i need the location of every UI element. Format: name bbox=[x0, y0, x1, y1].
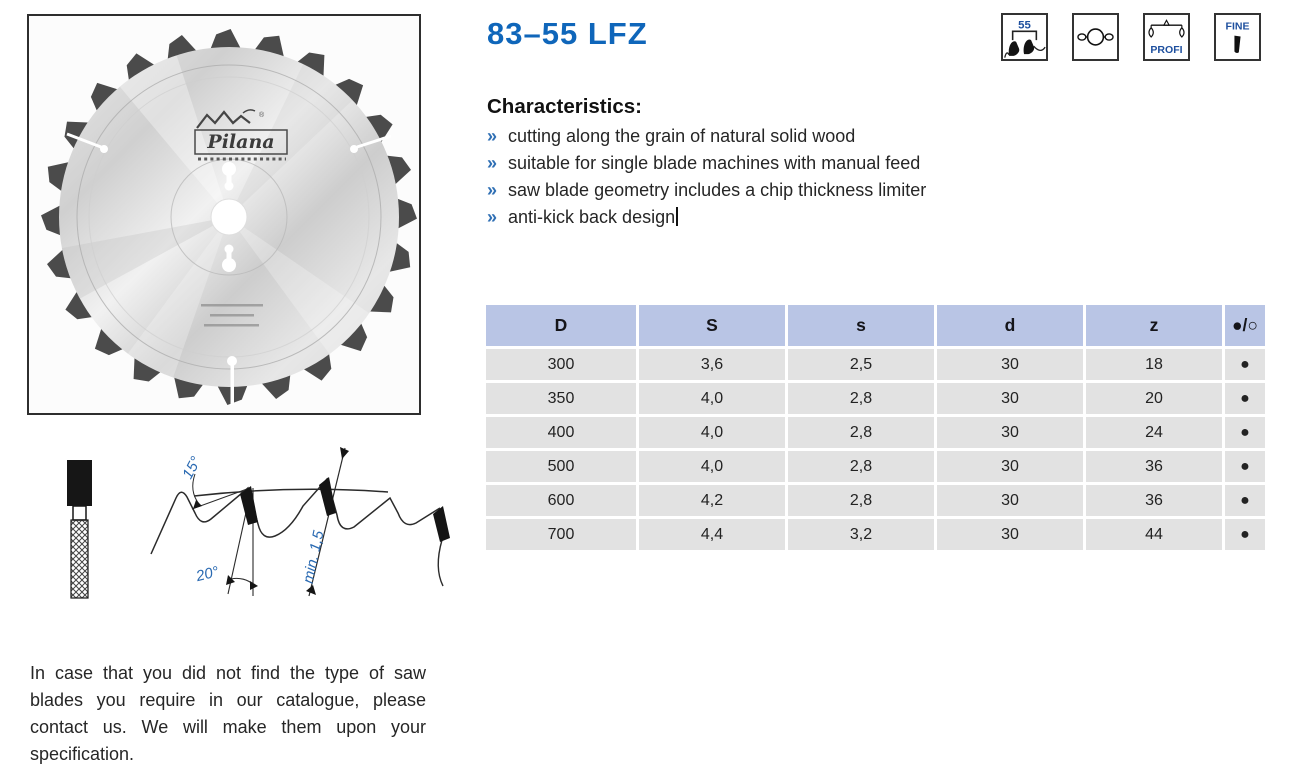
bullet-marker: » bbox=[487, 126, 498, 146]
characteristic-text: anti-kick back design bbox=[508, 207, 676, 227]
specs-table: D S s d z ●/○ 300 3,6 2,5 30 18 ● 350 4,… bbox=[483, 302, 1268, 553]
characteristics-list: » cutting along the grain of natural soli… bbox=[487, 123, 926, 231]
cell-s: 2,8 bbox=[788, 417, 934, 448]
tooth-pitch-badge: 55 bbox=[1001, 13, 1048, 61]
characteristics-heading: Characteristics: bbox=[487, 95, 642, 118]
cell-D: 600 bbox=[486, 485, 636, 516]
bullet-marker: » bbox=[487, 207, 498, 227]
tooth-tips bbox=[193, 447, 450, 595]
characteristic-item[interactable]: » saw blade geometry includes a chip thic… bbox=[487, 177, 926, 204]
cell-d: 30 bbox=[937, 383, 1083, 414]
cell-S: 4,0 bbox=[639, 417, 785, 448]
rake-angle-label: 20° bbox=[193, 563, 220, 585]
tooth-geometry-diagram: 15° 20° min. 1,5 bbox=[67, 447, 450, 599]
characteristic-text: cutting along the grain of natural solid… bbox=[508, 126, 856, 146]
profi-label: PROFI bbox=[1150, 44, 1182, 56]
cell-D: 350 bbox=[486, 383, 636, 414]
col-header-S: S bbox=[639, 305, 785, 346]
saw-blade-photo-frame: ® Pilana bbox=[27, 14, 421, 415]
characteristic-item[interactable]: » cutting along the grain of natural soli… bbox=[487, 123, 926, 150]
cell-D: 400 bbox=[486, 417, 636, 448]
table-body: 300 3,6 2,5 30 18 ● 350 4,0 2,8 30 20 ● … bbox=[486, 349, 1265, 550]
pilana-logo: ® Pilana bbox=[194, 109, 288, 161]
characteristic-text: saw blade geometry includes a chip thick… bbox=[508, 180, 927, 200]
expansion-slots bbox=[66, 132, 392, 405]
cell-z: 36 bbox=[1086, 451, 1222, 482]
table-row: 500 4,0 2,8 30 36 ● bbox=[486, 451, 1265, 482]
col-header-D: D bbox=[486, 305, 636, 346]
cell-d: 30 bbox=[937, 485, 1083, 516]
cell-S: 4,4 bbox=[639, 519, 785, 550]
pilana-logo-text: Pilana bbox=[206, 131, 274, 153]
cell-D: 300 bbox=[486, 349, 636, 380]
table-row: 600 4,2 2,8 30 36 ● bbox=[486, 485, 1265, 516]
characteristic-item[interactable]: » suitable for single blade machines with… bbox=[487, 150, 926, 177]
saw-blade-image: ® Pilana bbox=[41, 29, 417, 405]
fine-label: FINE bbox=[1226, 21, 1250, 33]
bullet-marker: » bbox=[487, 153, 498, 173]
cell-z: 20 bbox=[1086, 383, 1222, 414]
bore-pinhole-icon bbox=[1077, 28, 1114, 46]
cell-z: 24 bbox=[1086, 417, 1222, 448]
col-header-z: z bbox=[1086, 305, 1222, 346]
svg-text:®: ® bbox=[259, 111, 265, 119]
cell-s: 2,8 bbox=[788, 383, 934, 414]
text-cursor bbox=[676, 207, 678, 226]
cell-availability: ● bbox=[1225, 417, 1265, 448]
cell-availability: ● bbox=[1225, 519, 1265, 550]
cell-d: 30 bbox=[937, 349, 1083, 380]
table-header-row: D S s d z ●/○ bbox=[486, 305, 1265, 346]
cell-d: 30 bbox=[937, 451, 1083, 482]
bore-pinhole-badge bbox=[1072, 13, 1119, 61]
table-row: 350 4,0 2,8 30 20 ● bbox=[486, 383, 1265, 414]
cell-S: 3,6 bbox=[639, 349, 785, 380]
col-header-availability: ●/○ bbox=[1225, 305, 1265, 346]
bullet-marker: » bbox=[487, 180, 498, 200]
cell-s: 2,5 bbox=[788, 349, 934, 380]
col-header-s: s bbox=[788, 305, 934, 346]
cell-D: 700 bbox=[486, 519, 636, 550]
clearance-angle-label: 15° bbox=[179, 454, 205, 482]
badge-row: 55 PROFI FINE bbox=[1001, 13, 1261, 61]
bore-hole bbox=[210, 198, 248, 236]
cell-z: 18 bbox=[1086, 349, 1222, 380]
profi-badge: PROFI bbox=[1143, 13, 1190, 61]
cell-S: 4,2 bbox=[639, 485, 785, 516]
characteristic-item[interactable]: » anti-kick back design bbox=[487, 204, 926, 231]
fine-cut-icon: FINE bbox=[1226, 21, 1250, 54]
cell-z: 44 bbox=[1086, 519, 1222, 550]
cell-availability: ● bbox=[1225, 485, 1265, 516]
characteristic-text: suitable for single blade machines with … bbox=[508, 153, 921, 173]
cell-s: 3,2 bbox=[788, 519, 934, 550]
etched-spec-lines bbox=[201, 304, 263, 327]
cell-S: 4,0 bbox=[639, 451, 785, 482]
cell-d: 30 bbox=[937, 519, 1083, 550]
cell-availability: ● bbox=[1225, 451, 1265, 482]
limiter-clearance-label: min. 1,5 bbox=[300, 529, 328, 585]
table-row: 400 4,0 2,8 30 24 ● bbox=[486, 417, 1265, 448]
cell-s: 2,8 bbox=[788, 451, 934, 482]
custom-order-note: In case that you did not find the type o… bbox=[30, 663, 426, 764]
cell-D: 500 bbox=[486, 451, 636, 482]
fine-cut-badge: FINE bbox=[1214, 13, 1261, 61]
cell-availability: ● bbox=[1225, 349, 1265, 380]
cell-availability: ● bbox=[1225, 383, 1265, 414]
tooth-pitch-label: 55 bbox=[1018, 20, 1031, 32]
page-title: 83–55 LFZ bbox=[487, 16, 648, 51]
cell-z: 36 bbox=[1086, 485, 1222, 516]
cell-s: 2,8 bbox=[788, 485, 934, 516]
col-header-d: d bbox=[937, 305, 1083, 346]
cell-d: 30 bbox=[937, 417, 1083, 448]
tooth-pitch-icon: 55 bbox=[1004, 20, 1046, 58]
cell-S: 4,0 bbox=[639, 383, 785, 414]
table-row: 700 4,4 3,2 30 44 ● bbox=[486, 519, 1265, 550]
table-row: 300 3,6 2,5 30 18 ● bbox=[486, 349, 1265, 380]
balance-scale-icon: PROFI bbox=[1148, 19, 1185, 56]
tooth-side-view-icon bbox=[67, 460, 92, 599]
